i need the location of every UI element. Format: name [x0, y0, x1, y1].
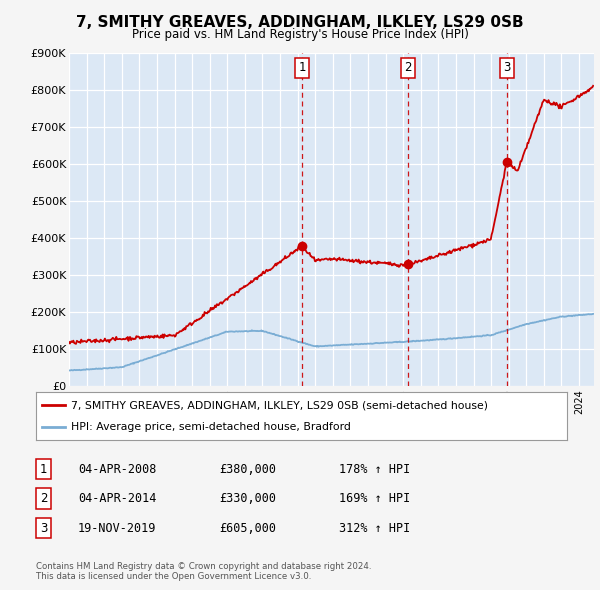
Text: 2: 2: [404, 61, 412, 74]
Text: 178% ↑ HPI: 178% ↑ HPI: [339, 463, 410, 476]
Text: Contains HM Land Registry data © Crown copyright and database right 2024.
This d: Contains HM Land Registry data © Crown c…: [36, 562, 371, 581]
Text: 7, SMITHY GREAVES, ADDINGHAM, ILKLEY, LS29 0SB: 7, SMITHY GREAVES, ADDINGHAM, ILKLEY, LS…: [76, 15, 524, 30]
Text: 3: 3: [40, 522, 47, 535]
Text: £605,000: £605,000: [219, 522, 276, 535]
Text: Price paid vs. HM Land Registry's House Price Index (HPI): Price paid vs. HM Land Registry's House …: [131, 28, 469, 41]
Text: 2: 2: [40, 492, 47, 505]
Text: 04-APR-2008: 04-APR-2008: [78, 463, 157, 476]
Text: 1: 1: [40, 463, 47, 476]
Text: 04-APR-2014: 04-APR-2014: [78, 492, 157, 505]
Text: 7, SMITHY GREAVES, ADDINGHAM, ILKLEY, LS29 0SB (semi-detached house): 7, SMITHY GREAVES, ADDINGHAM, ILKLEY, LS…: [71, 400, 488, 410]
Text: HPI: Average price, semi-detached house, Bradford: HPI: Average price, semi-detached house,…: [71, 422, 350, 432]
Text: 312% ↑ HPI: 312% ↑ HPI: [339, 522, 410, 535]
Text: £330,000: £330,000: [219, 492, 276, 505]
Text: 3: 3: [503, 61, 511, 74]
Text: 169% ↑ HPI: 169% ↑ HPI: [339, 492, 410, 505]
Text: 1: 1: [298, 61, 306, 74]
Text: 19-NOV-2019: 19-NOV-2019: [78, 522, 157, 535]
Text: £380,000: £380,000: [219, 463, 276, 476]
